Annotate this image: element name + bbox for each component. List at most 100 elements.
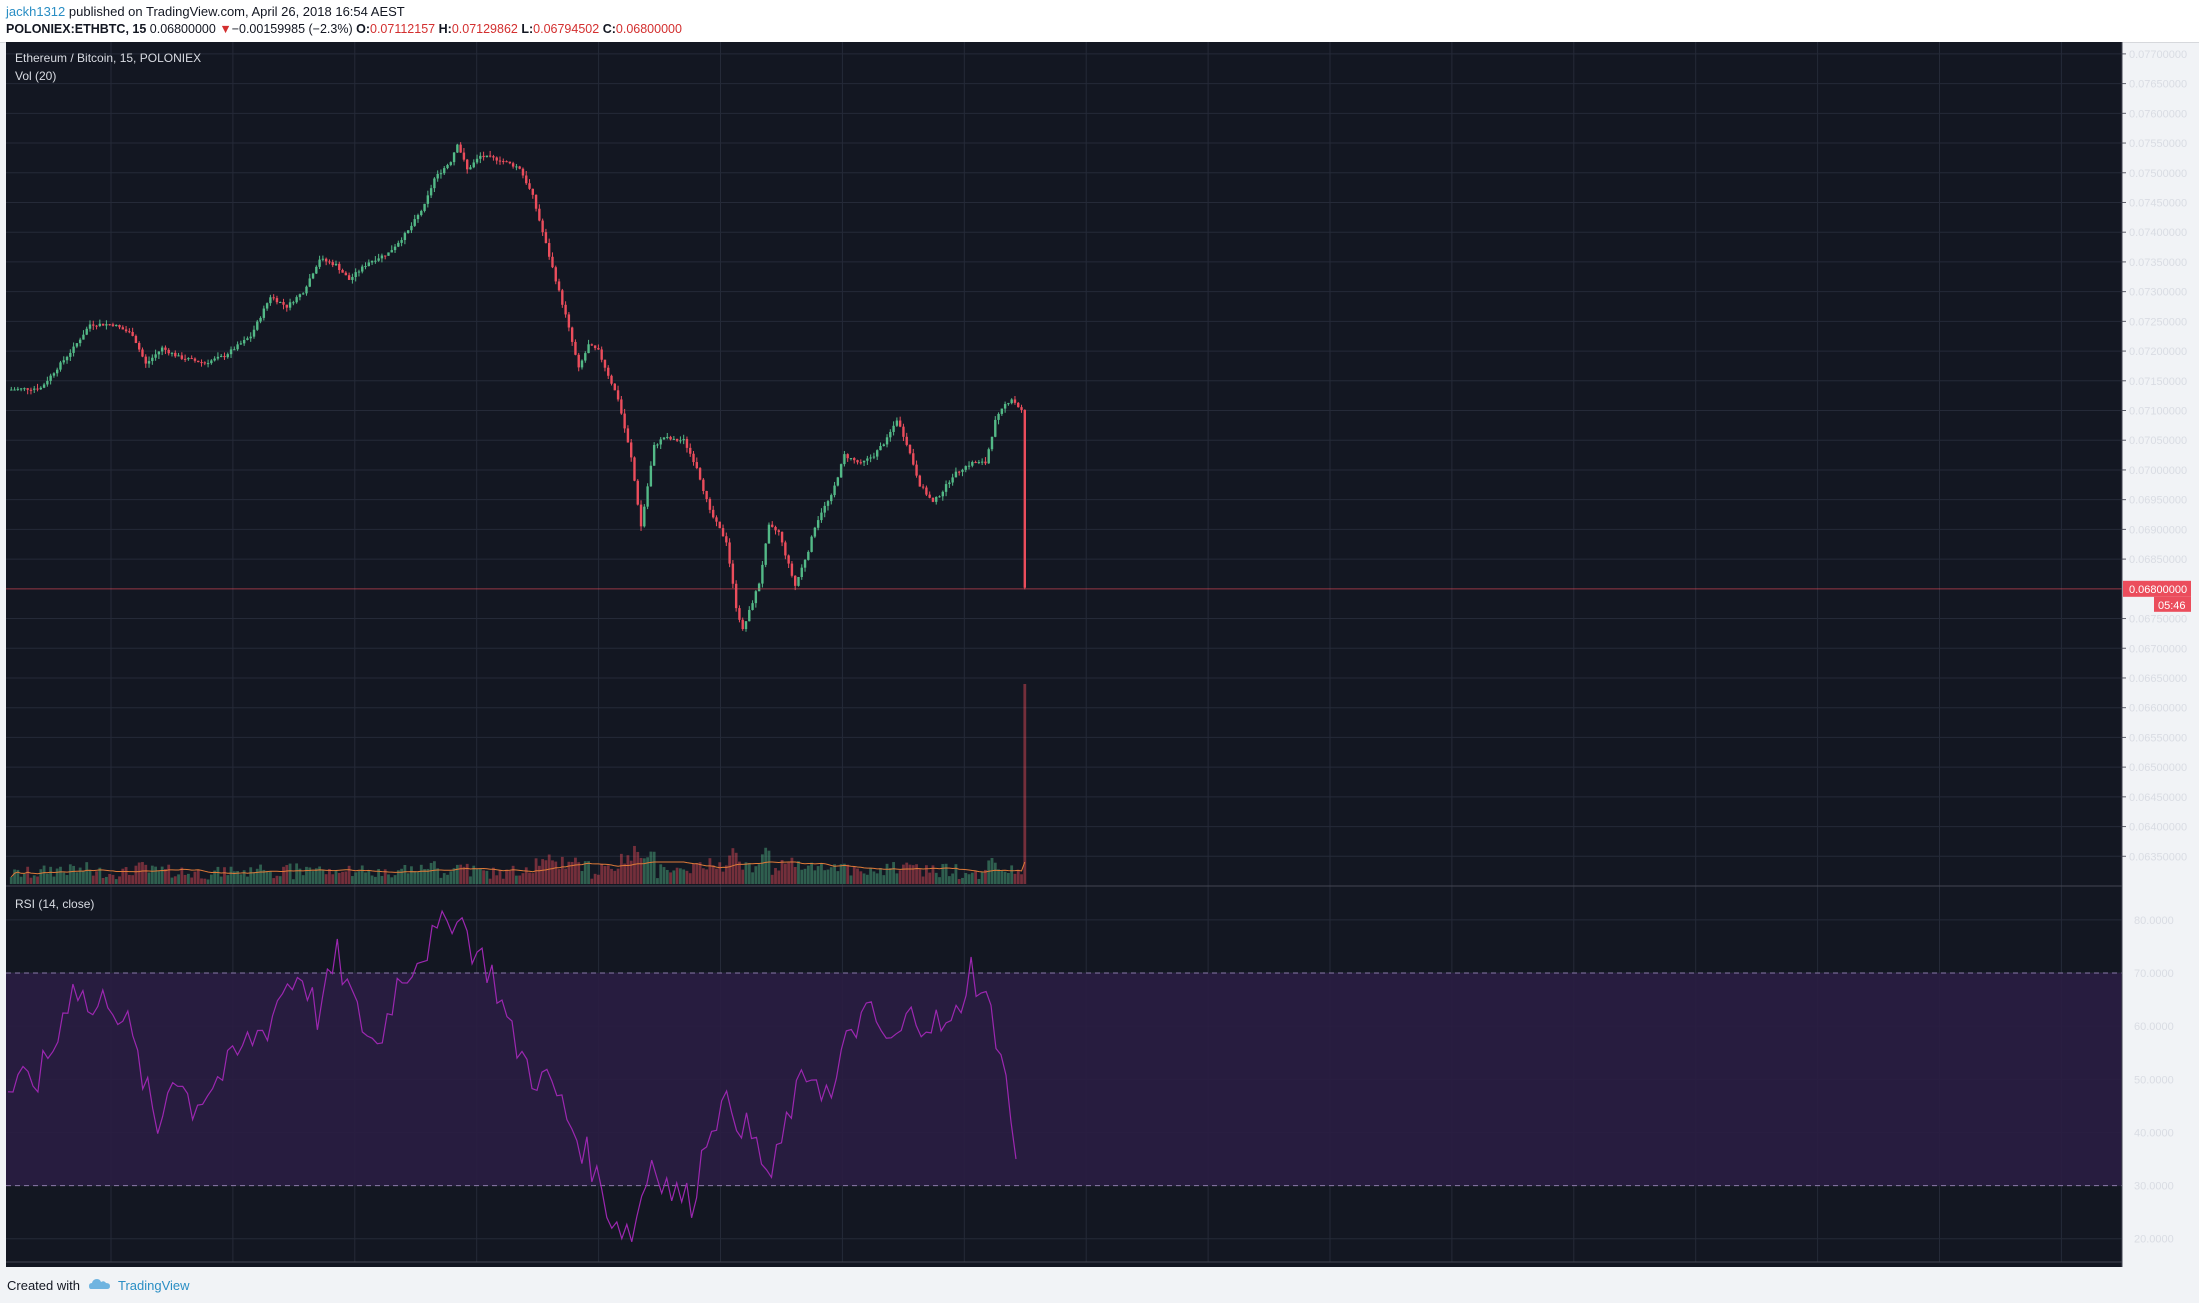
candle-body	[833, 485, 836, 496]
rsi-plot	[7, 909, 1017, 1242]
volume-bar	[774, 868, 777, 884]
volume-bar	[229, 866, 233, 884]
rsi-band	[6, 972, 2122, 1187]
candle-body	[990, 436, 994, 450]
volume-bar	[72, 865, 75, 884]
volume-bar	[141, 862, 144, 884]
volume-bar	[1007, 872, 1010, 884]
candle-body	[272, 297, 275, 299]
candle-body	[1010, 399, 1013, 404]
candle-body	[984, 461, 987, 464]
candle-body	[147, 361, 151, 364]
candle-body	[643, 506, 646, 527]
candle-body	[180, 355, 184, 359]
volume-bar	[783, 863, 787, 884]
candle-body	[298, 294, 302, 298]
chart-title[interactable]: Ethereum / Bitcoin, 15, POLONIEX	[15, 51, 201, 65]
volume-bar	[390, 877, 394, 884]
candle-body	[521, 168, 525, 176]
candle-body	[157, 351, 161, 355]
candle-body	[623, 413, 626, 429]
last-price: 0.06800000	[149, 22, 216, 36]
volume-bar	[331, 874, 335, 884]
volume-bar	[275, 875, 279, 884]
price-tick: 0.07050000	[2129, 435, 2187, 447]
candle-body	[790, 563, 794, 576]
volume-bar	[478, 868, 482, 884]
candle-body	[462, 152, 466, 160]
rsi-tick: 60.0000	[2134, 1021, 2174, 1033]
volume-bar	[934, 872, 938, 884]
volume-bar	[150, 865, 154, 884]
candle-body	[167, 349, 170, 354]
volume-bar	[357, 871, 361, 884]
volume-bar	[131, 875, 135, 884]
candle-body	[541, 220, 544, 233]
volume-bar	[426, 868, 430, 884]
volume-bar	[367, 871, 371, 884]
candle-body	[210, 360, 213, 364]
volume-bar	[144, 864, 148, 884]
candle-body	[593, 345, 597, 349]
candle-body	[305, 286, 308, 294]
volume-bar	[157, 870, 161, 884]
volume-bar	[692, 863, 695, 884]
volume-bar	[698, 862, 702, 884]
candle-body	[236, 344, 239, 350]
candle-body	[748, 609, 751, 622]
published-text: published on TradingView.com, April 26, …	[68, 4, 405, 19]
low-label: L:	[521, 22, 534, 36]
candle-body	[390, 250, 393, 253]
candle-body	[495, 157, 498, 161]
volume-bar	[49, 866, 53, 884]
candle-body	[685, 438, 689, 448]
candle-body	[436, 173, 439, 179]
tradingview-cloud-icon[interactable]	[88, 1276, 112, 1292]
candle-body	[216, 356, 220, 359]
volume-bar	[875, 873, 879, 884]
candle-body	[695, 462, 698, 469]
volume-bar	[941, 864, 945, 884]
volume-bar	[42, 865, 46, 884]
volume-bar	[797, 861, 800, 884]
candles[interactable]	[10, 142, 1026, 632]
volume-bar	[1010, 865, 1014, 884]
volume-bar	[724, 865, 728, 884]
volume-legend[interactable]: Vol (20)	[15, 69, 56, 83]
volume-bar	[52, 876, 56, 884]
volume-bar	[751, 872, 754, 884]
chart-area[interactable]: 2406:0012:0018:002506:0012:0018:002606:0…	[0, 42, 2199, 1267]
candle-body	[941, 491, 944, 497]
volume-bar	[249, 867, 253, 884]
price-tick: 0.07200000	[2129, 346, 2187, 358]
candle-body	[295, 297, 298, 303]
volume-bar	[705, 869, 709, 884]
candle-body	[384, 255, 387, 257]
tradingview-link[interactable]: TradingView	[118, 1278, 190, 1293]
volume-bar	[970, 872, 974, 884]
volume-bar	[55, 868, 59, 884]
price-tick: 0.06900000	[2129, 524, 2187, 536]
candle-body	[36, 388, 39, 390]
candle-body	[905, 436, 908, 445]
candle-body	[908, 444, 912, 454]
volume-bar	[928, 872, 932, 884]
rsi-legend[interactable]: RSI (14, close)	[15, 897, 94, 911]
volume-bar	[616, 868, 620, 884]
rsi-tick: 40.0000	[2134, 1127, 2174, 1139]
candle-body	[777, 530, 780, 532]
volume-bar	[626, 855, 630, 884]
candle-body	[692, 453, 695, 463]
price-tick: 0.07100000	[2129, 406, 2187, 418]
candle-body	[1003, 404, 1007, 409]
candle-body	[98, 323, 102, 327]
quote-line: POLONIEX:ETHBTC, 15 0.06800000 ▼−0.00159…	[6, 22, 682, 36]
volume-bar	[429, 862, 433, 884]
candle-body	[105, 324, 108, 326]
candle-body	[177, 355, 180, 357]
candle-body	[862, 460, 866, 463]
last-price-label: 0.06800000	[2129, 584, 2187, 596]
price-tick: 0.07650000	[2129, 79, 2187, 91]
author-link[interactable]: jackh1312	[6, 4, 66, 19]
price-tick: 0.06400000	[2129, 822, 2187, 834]
